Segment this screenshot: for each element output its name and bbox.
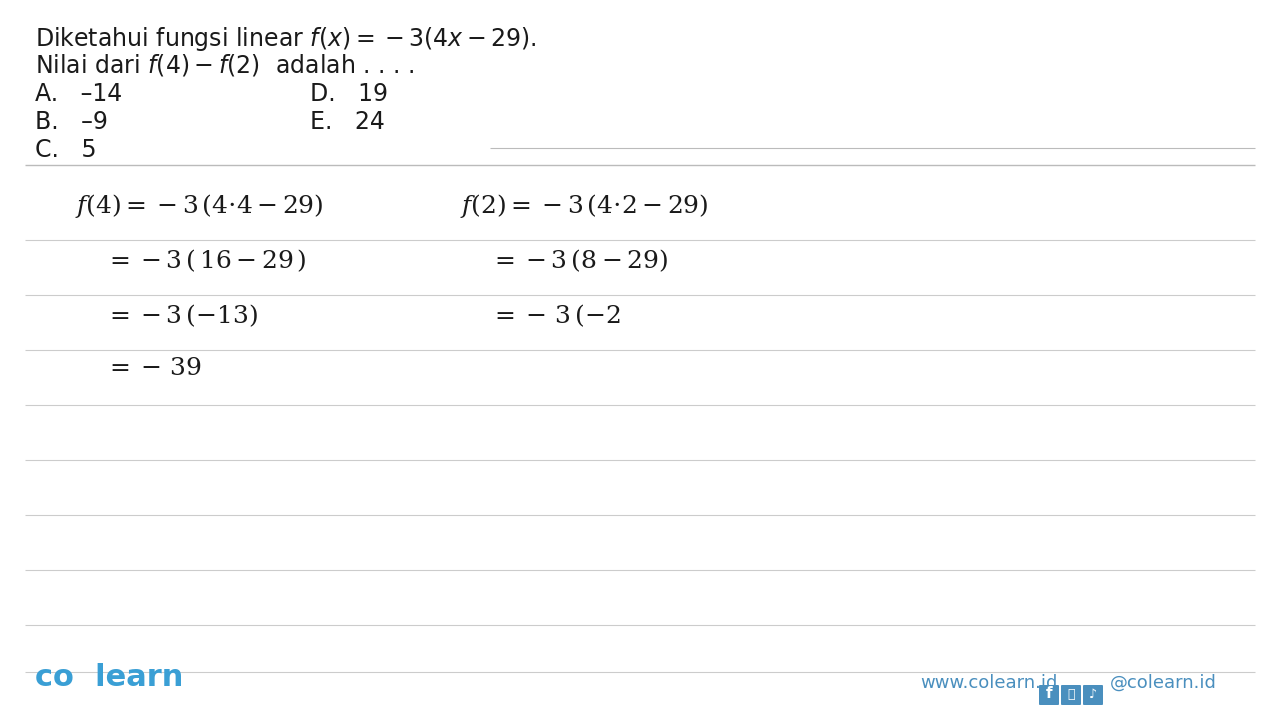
- Text: ♪: ♪: [1089, 688, 1097, 701]
- Text: $= -3\,(-13)$: $= -3\,(-13)$: [105, 302, 259, 328]
- Text: B.   –9: B. –9: [35, 110, 108, 134]
- Text: D.   19: D. 19: [310, 82, 388, 106]
- Text: f: f: [1046, 686, 1052, 701]
- Text: co  learn: co learn: [35, 663, 183, 692]
- Text: E.   24: E. 24: [310, 110, 385, 134]
- Text: $f(4) = -3\,(4{\cdot}4 - 29)$: $f(4) = -3\,(4{\cdot}4 - 29)$: [76, 192, 324, 220]
- Text: $f(2) = -3\,(4{\cdot}2 - 29)$: $f(2) = -3\,(4{\cdot}2 - 29)$: [460, 192, 709, 220]
- Text: ⓞ: ⓞ: [1068, 688, 1075, 701]
- Text: $= -3\,(8 - 29)$: $= -3\,(8 - 29)$: [490, 247, 668, 274]
- Text: www.colearn.id: www.colearn.id: [920, 674, 1057, 692]
- Text: A.   –14: A. –14: [35, 82, 123, 106]
- Text: $= -\,3\,(-2$: $= -\,3\,(-2$: [490, 302, 621, 328]
- Text: Nilai dari $f(4) - f(2)$  adalah . . . .: Nilai dari $f(4) - f(2)$ adalah . . . .: [35, 52, 415, 78]
- Text: Diketahui fungsi linear $f(x) = -3(4x - 29)$.: Diketahui fungsi linear $f(x) = -3(4x - …: [35, 25, 536, 53]
- Text: $= -\,39$: $= -\,39$: [105, 357, 202, 380]
- FancyBboxPatch shape: [1061, 685, 1082, 705]
- FancyBboxPatch shape: [1083, 685, 1103, 705]
- FancyBboxPatch shape: [1039, 685, 1059, 705]
- Text: $= -3\,\left(\,16 - 29\,\right)$: $= -3\,\left(\,16 - 29\,\right)$: [105, 247, 307, 274]
- Text: C.   5: C. 5: [35, 138, 96, 162]
- Text: @colearn.id: @colearn.id: [1110, 674, 1217, 692]
